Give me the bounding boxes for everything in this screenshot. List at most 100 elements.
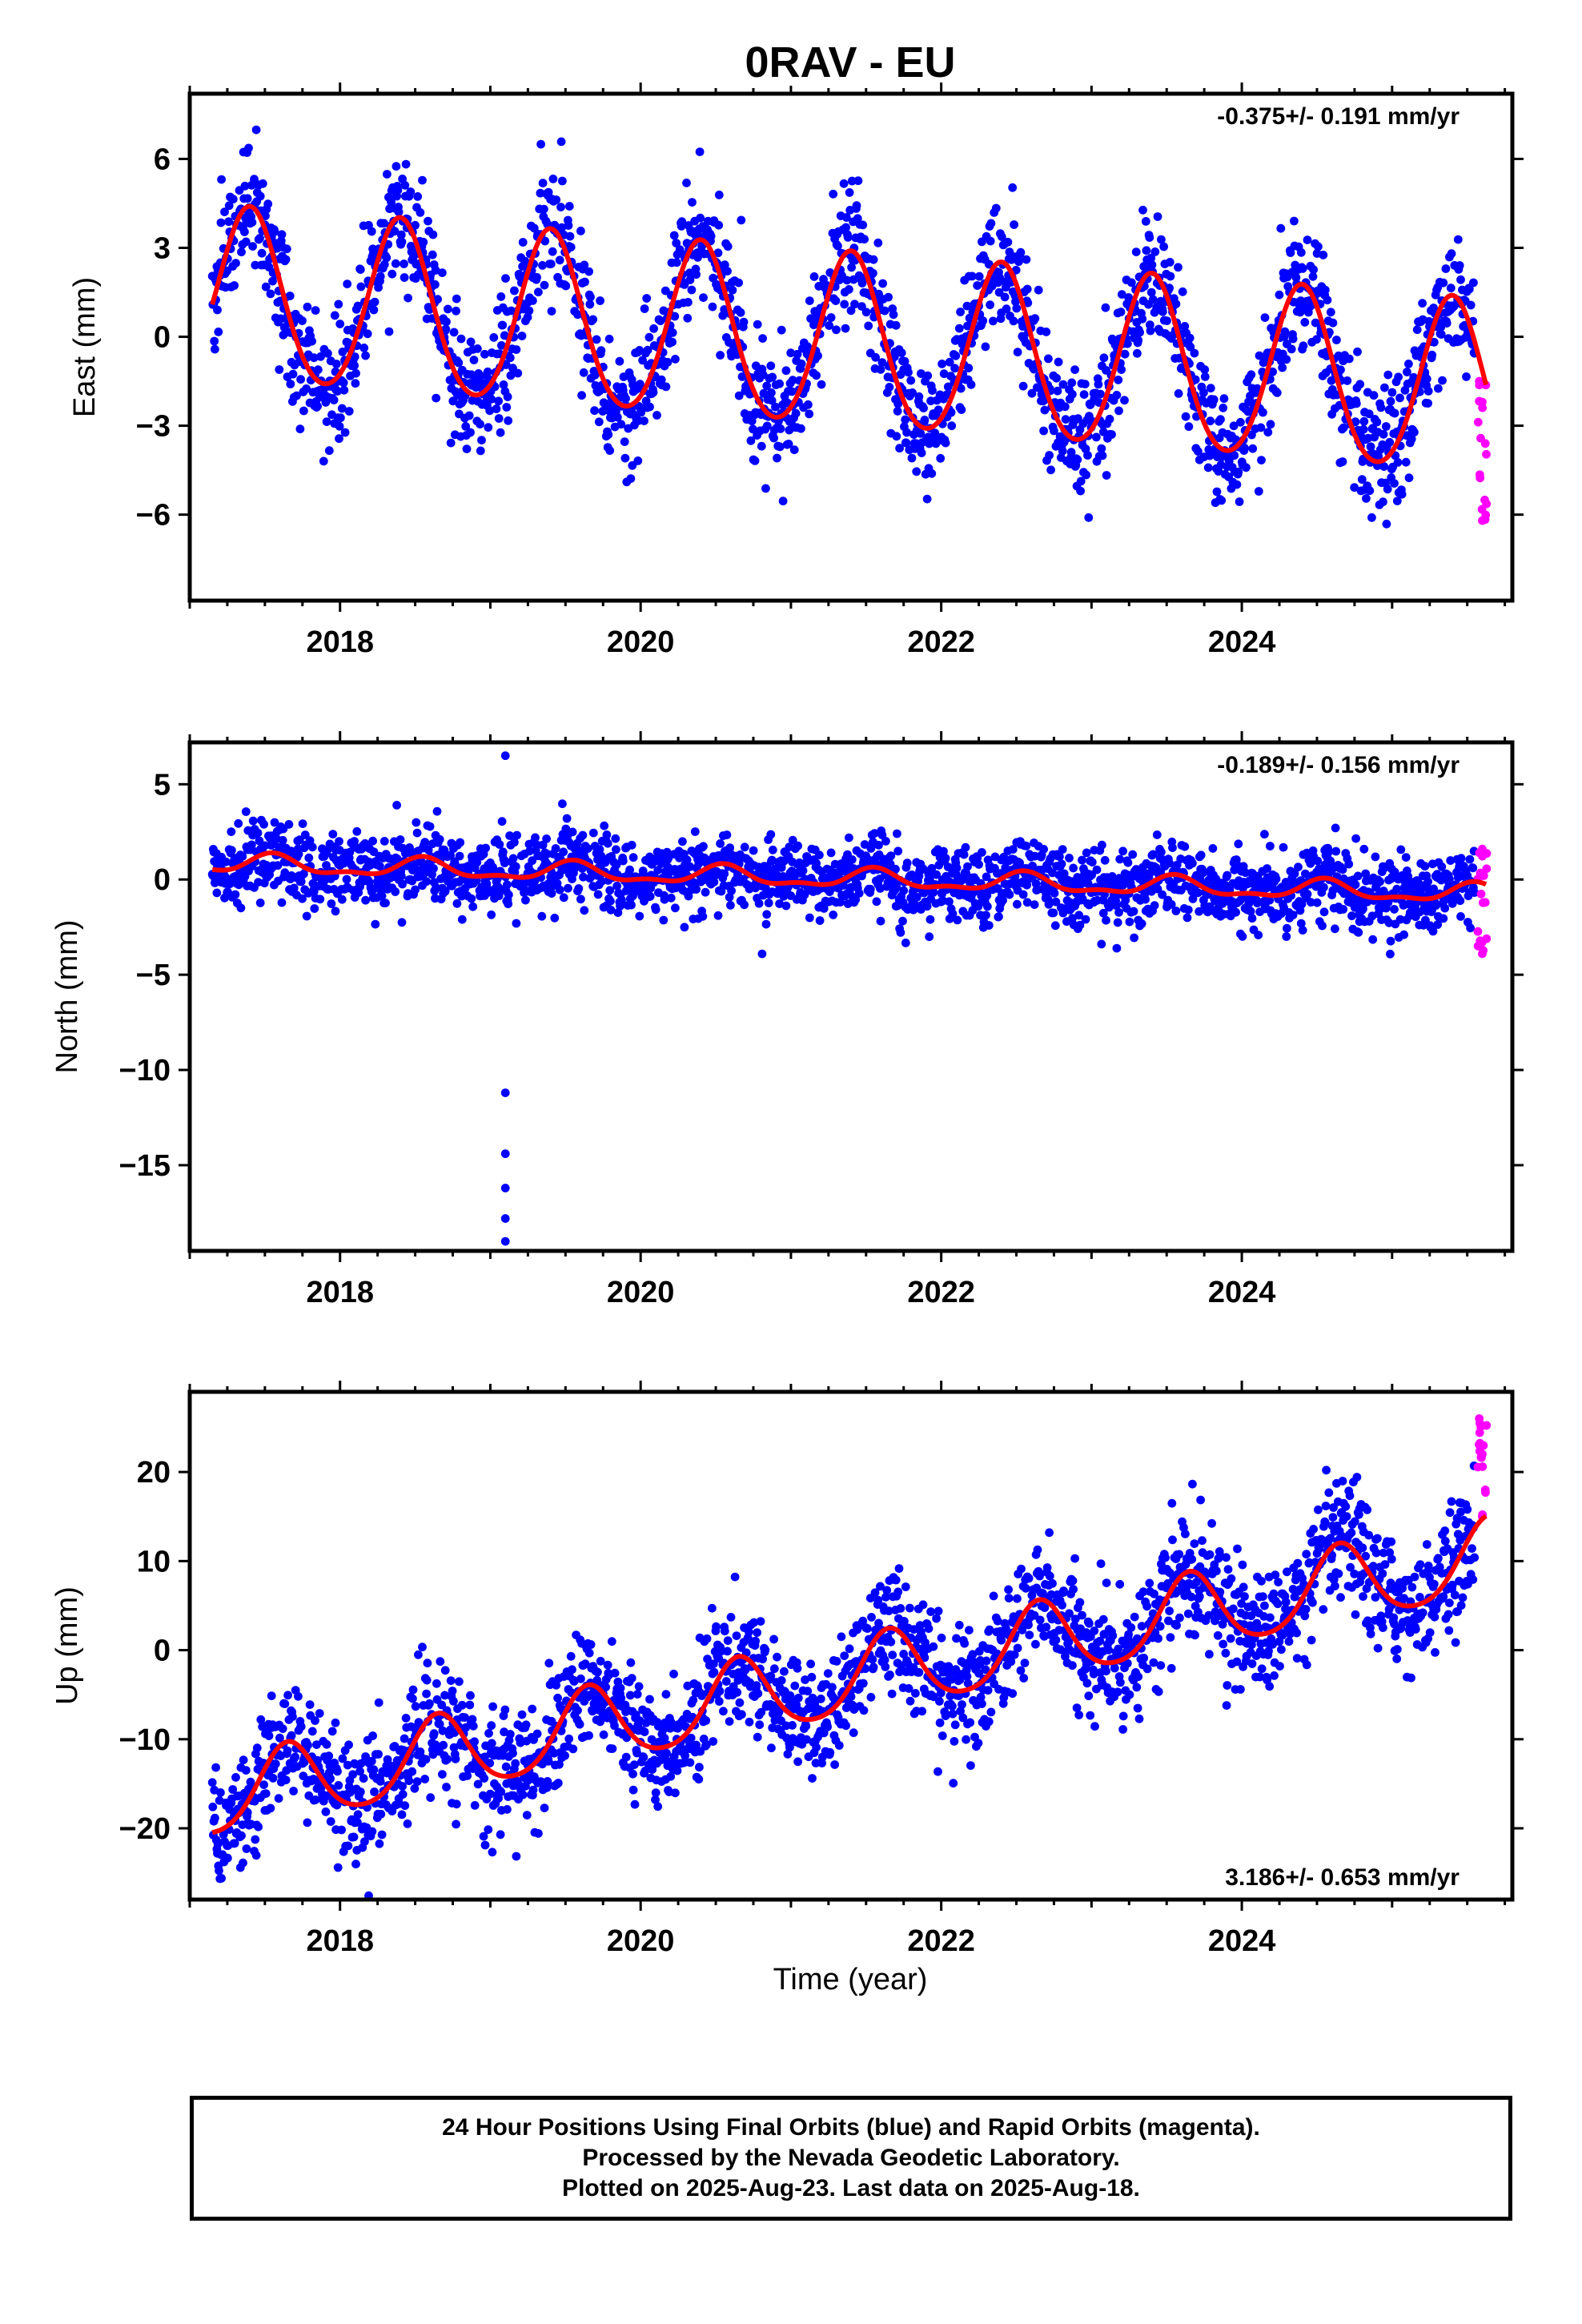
data-point	[1436, 875, 1446, 885]
data-point	[1039, 845, 1048, 854]
data-point	[296, 375, 305, 384]
data-point	[467, 894, 476, 903]
data-point	[456, 838, 465, 847]
data-point	[240, 181, 250, 191]
data-point	[1117, 365, 1126, 374]
data-point	[1061, 402, 1070, 412]
data-point	[1256, 423, 1266, 432]
data-point	[1359, 424, 1368, 434]
data-point	[612, 845, 620, 854]
data-point	[299, 1771, 308, 1781]
data-point	[291, 1752, 299, 1762]
data-point	[1216, 415, 1225, 424]
data-point	[1253, 899, 1262, 908]
data-point	[1418, 299, 1427, 308]
data-point	[978, 848, 986, 857]
data-point	[1344, 859, 1354, 869]
data-point	[723, 242, 733, 251]
data-point	[442, 317, 451, 327]
data-point	[1127, 278, 1136, 287]
data-point	[230, 1839, 239, 1848]
data-point	[337, 404, 347, 413]
data-point	[566, 243, 576, 251]
data-point	[841, 213, 851, 222]
data-point	[761, 919, 771, 929]
data-point	[268, 1774, 278, 1783]
data-point	[1294, 862, 1303, 872]
data-point	[842, 275, 852, 285]
data-point	[270, 227, 279, 236]
data-point	[217, 175, 226, 184]
data-point	[982, 911, 990, 920]
data-point	[248, 242, 257, 251]
data-point	[377, 1830, 387, 1839]
data-point	[714, 220, 724, 230]
data-point	[1171, 907, 1181, 915]
data-point	[1265, 895, 1275, 905]
data-point	[847, 176, 857, 186]
data-point	[1374, 452, 1383, 461]
data-point	[653, 866, 663, 875]
data-point	[762, 421, 772, 431]
data-point	[873, 238, 883, 247]
data-point	[224, 201, 234, 211]
data-point	[335, 434, 343, 444]
data-point	[390, 227, 400, 236]
data-point	[476, 420, 484, 429]
data-point	[1429, 884, 1438, 894]
rapid-point	[1478, 403, 1488, 412]
data-point	[1287, 344, 1296, 354]
data-point	[1068, 389, 1077, 399]
data-point	[283, 1746, 292, 1755]
data-point	[1190, 348, 1199, 358]
data-point	[538, 261, 547, 270]
data-point	[1242, 463, 1251, 472]
data-point	[1234, 467, 1243, 476]
rapid-point	[1475, 380, 1484, 390]
data-point	[356, 282, 366, 292]
data-point	[1331, 924, 1339, 934]
data-point	[627, 840, 636, 850]
data-point	[576, 227, 585, 235]
data-point	[604, 334, 614, 344]
data-point	[690, 827, 700, 836]
x-tick-label: 2020	[607, 625, 675, 659]
data-point	[1379, 497, 1387, 507]
data-point	[1365, 486, 1375, 496]
data-point	[788, 835, 797, 845]
data-point	[580, 260, 589, 270]
data-point	[223, 1853, 232, 1863]
data-point	[1199, 868, 1208, 878]
data-point	[982, 872, 991, 882]
data-point	[692, 885, 701, 894]
data-point	[1359, 904, 1367, 914]
data-point	[847, 263, 856, 272]
data-point	[398, 1790, 408, 1799]
east-y-axis-label: East (mm)	[68, 277, 102, 417]
data-point	[327, 899, 336, 908]
data-point	[1219, 394, 1229, 404]
data-point	[384, 327, 394, 336]
data-point	[709, 877, 719, 887]
data-point	[1115, 854, 1125, 864]
data-point	[786, 348, 796, 358]
data-point	[477, 436, 486, 444]
data-point	[736, 308, 745, 317]
data-point	[612, 412, 622, 422]
data-point	[1011, 265, 1021, 275]
data-point	[532, 272, 541, 282]
data-point	[588, 315, 598, 324]
data-point	[504, 890, 513, 899]
data-point	[640, 416, 648, 425]
data-point	[1381, 422, 1391, 431]
data-point	[251, 1835, 260, 1844]
data-point	[435, 834, 444, 844]
data-point	[1297, 899, 1307, 909]
data-point	[1397, 489, 1407, 499]
data-point	[1290, 869, 1299, 879]
data-point	[579, 872, 588, 882]
data-point	[1066, 448, 1076, 457]
data-point	[311, 306, 320, 315]
